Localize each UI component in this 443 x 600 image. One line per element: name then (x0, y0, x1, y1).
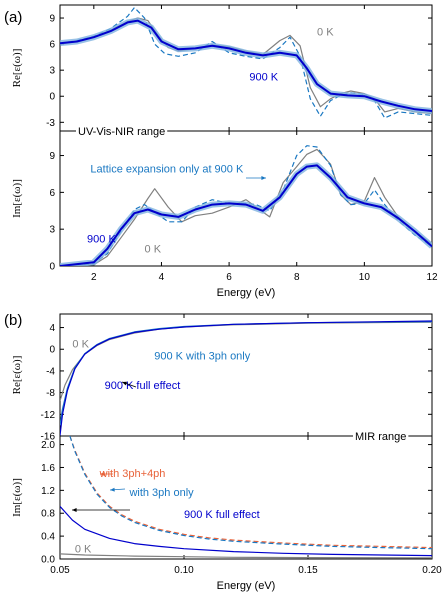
x-tick-label: 0.15 (298, 565, 318, 576)
x-tick-label: 0.05 (50, 565, 70, 576)
y-tick-label: 0 (49, 345, 55, 356)
y-tick-label: 6 (49, 188, 55, 199)
annotation-arrowhead (122, 381, 127, 386)
plot-frame (59, 435, 433, 560)
series-line (60, 320, 432, 436)
y-tick-label: 9 (49, 151, 55, 162)
y-tick-label: 0 (49, 92, 55, 103)
y-tick-label: 9 (49, 14, 55, 25)
panel-label: (b) (4, 312, 22, 329)
series-group (60, 145, 432, 266)
y-tick-label: 4 (49, 323, 55, 334)
series-group (60, 436, 432, 559)
range-label: MIR range (355, 431, 406, 443)
annotation-arrowhead (261, 176, 266, 180)
annotation-label: 900 K (249, 72, 278, 84)
annotation-label: 0 K (75, 544, 92, 556)
range-label-background (353, 431, 409, 443)
x-tick-label: 8 (294, 272, 300, 283)
x-axis-label: Energy (eV) (217, 287, 276, 299)
y-axis-label: Im[ε(ω)] (11, 478, 23, 517)
series-line (60, 145, 432, 266)
annotation-label: 900 K full effect (105, 380, 181, 392)
series-line (60, 505, 432, 557)
series-line (60, 19, 432, 112)
y-tick-label: -4 (46, 366, 55, 377)
series-line (69, 436, 432, 550)
y-tick-label: -3 (46, 118, 55, 129)
x-tick-label: 12 (426, 272, 438, 283)
range-label-background (76, 126, 168, 138)
plot-frame (59, 130, 433, 267)
annotation-label: 900 K (87, 234, 116, 246)
series-line (69, 436, 432, 549)
y-tick-label: 0.4 (41, 532, 55, 543)
series-line (60, 164, 432, 266)
annotation-label: Lattice expansion only at 900 K (90, 164, 244, 176)
y-tick-label: 2.0 (41, 440, 55, 451)
y-tick-label: 6 (49, 40, 55, 51)
series-band (60, 17, 432, 114)
x-axis-label: Energy (eV) (217, 580, 276, 592)
annotation-label: 900 K full effect (184, 509, 260, 521)
annotation-label: 900 K with 3ph only (154, 351, 251, 363)
annotation-arrowhead (110, 487, 115, 492)
y-tick-label: -16 (41, 432, 56, 443)
range-label: UV-Vis-NIR range (78, 126, 165, 138)
series-group (60, 320, 432, 436)
x-tick-label: 4 (159, 272, 165, 283)
y-tick-label: 1.2 (41, 486, 55, 497)
y-axis-label: Im[ε(ω)] (11, 179, 23, 218)
annotation-arrowhead (100, 472, 105, 476)
y-tick-label: 3 (49, 66, 55, 77)
x-tick-label: 2 (91, 272, 97, 283)
y-tick-label: 3 (49, 225, 55, 236)
annotation-label: 0 K (72, 339, 89, 351)
series-group (60, 6, 432, 119)
y-tick-label: 1.6 (41, 463, 55, 474)
annotation-label: with 3ph only (128, 487, 194, 499)
x-tick-label: 0.10 (174, 565, 194, 576)
annotation-arrowhead (72, 508, 77, 512)
y-tick-label: -8 (46, 388, 55, 399)
plot-frame (59, 313, 433, 437)
annotation-label: with 3ph+4ph (99, 468, 166, 480)
y-axis-label: Re[ε(ω)] (11, 49, 23, 88)
series-line (60, 553, 432, 559)
annotation-label: 0 K (317, 26, 334, 38)
y-tick-label: 0 (49, 262, 55, 273)
x-tick-label: 0.20 (422, 565, 442, 576)
y-tick-label: 0.8 (41, 509, 55, 520)
y-axis-label: Re[ε(ω)] (11, 356, 23, 395)
y-tick-label: -12 (41, 410, 56, 421)
x-tick-label: 6 (226, 272, 232, 283)
plot-frame (59, 4, 433, 132)
x-tick-label: 10 (359, 272, 371, 283)
y-tick-label: 0.0 (41, 555, 55, 566)
panel-label: (a) (4, 9, 22, 26)
annotation-label: 0 K (145, 244, 162, 256)
